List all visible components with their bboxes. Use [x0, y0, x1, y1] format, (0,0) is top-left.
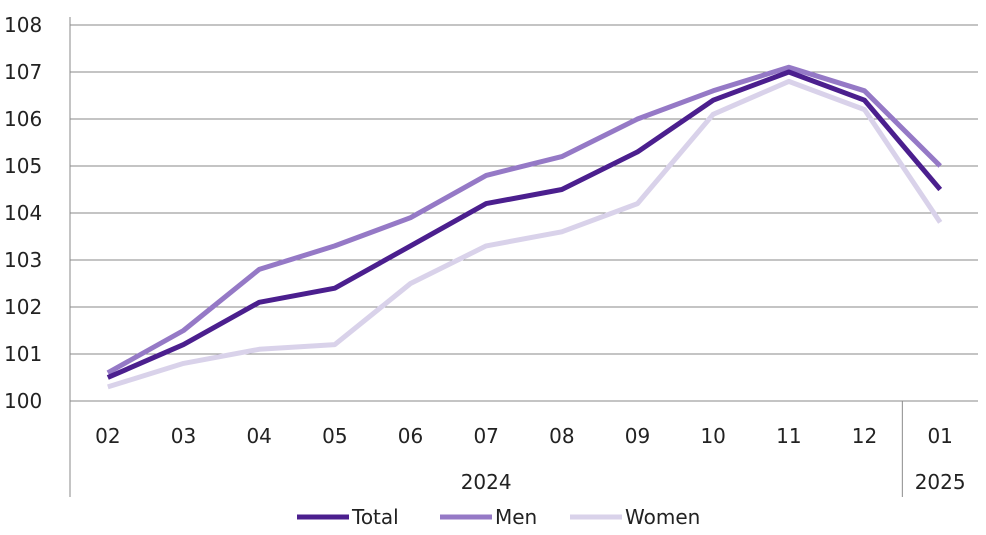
x-tick-label: 09: [625, 424, 650, 448]
y-tick-label: 100: [4, 389, 42, 413]
y-tick-label: 105: [4, 154, 42, 178]
y-tick-labels: 100 101 102 103 104 105 106 107 108: [4, 13, 42, 413]
axes: [69, 17, 978, 497]
grid-lines: [70, 24, 978, 355]
y-tick-label: 103: [4, 248, 42, 272]
x-tick-label: 08: [549, 424, 574, 448]
x-tick-label: 11: [776, 424, 801, 448]
y-tick-label: 108: [4, 13, 42, 37]
year-label: 2024: [461, 470, 512, 494]
x-tick-label: 12: [852, 424, 877, 448]
x-tick-labels: 02 03 04 05 06 07 08 09 10 11 12 01 2024 2025: [95, 424, 966, 494]
series-line-total: [106, 69, 943, 380]
legend-label-women: Women: [625, 505, 700, 529]
x-tick-label: 03: [171, 424, 196, 448]
series-lines: [106, 64, 943, 390]
legend-label-total: Total: [351, 505, 399, 529]
y-tick-label: 104: [4, 201, 42, 225]
legend: Total Men Women: [297, 505, 700, 529]
y-tick-label: 102: [4, 295, 42, 319]
x-tick-label: 02: [95, 424, 120, 448]
year-label: 2025: [915, 470, 966, 494]
x-tick-label: 05: [322, 424, 347, 448]
series-line-women: [107, 78, 943, 390]
x-tick-label: 01: [927, 424, 952, 448]
x-tick-label: 07: [473, 424, 498, 448]
y-tick-label: 106: [4, 107, 42, 131]
y-tick-label: 107: [4, 60, 42, 84]
x-tick-label: 06: [398, 424, 423, 448]
x-tick-label: 04: [246, 424, 271, 448]
legend-label-men: Men: [495, 505, 537, 529]
y-tick-label: 101: [4, 342, 42, 366]
series-line-men: [106, 64, 942, 375]
x-tick-label: 10: [700, 424, 725, 448]
